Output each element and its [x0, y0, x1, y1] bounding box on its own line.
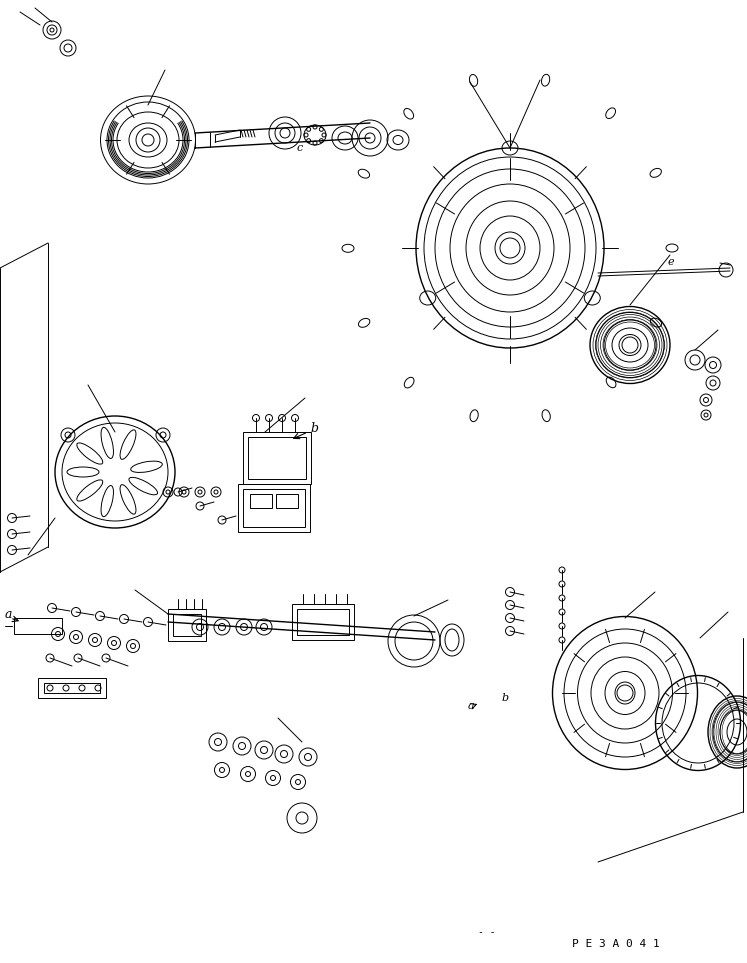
Bar [238, 484, 310, 532]
Circle shape [719, 263, 733, 277]
Bar [14, 618, 62, 634]
Text: b: b [310, 422, 318, 434]
Text: b: b [502, 693, 509, 703]
Text: - -: - - [478, 927, 495, 937]
Bar [297, 609, 349, 635]
Bar [173, 614, 201, 636]
Bar [250, 494, 272, 508]
Bar [38, 678, 106, 698]
Bar [168, 609, 206, 641]
Bar [276, 494, 298, 508]
Text: a: a [468, 701, 474, 711]
Bar [44, 683, 100, 693]
Bar [248, 437, 306, 479]
Bar [243, 432, 311, 484]
Text: a: a [5, 608, 13, 620]
Bar [243, 489, 305, 527]
Bar [292, 604, 354, 640]
Text: P E 3 A 0 4 1: P E 3 A 0 4 1 [572, 939, 660, 949]
Text: c: c [297, 143, 303, 153]
Text: e: e [668, 257, 675, 267]
